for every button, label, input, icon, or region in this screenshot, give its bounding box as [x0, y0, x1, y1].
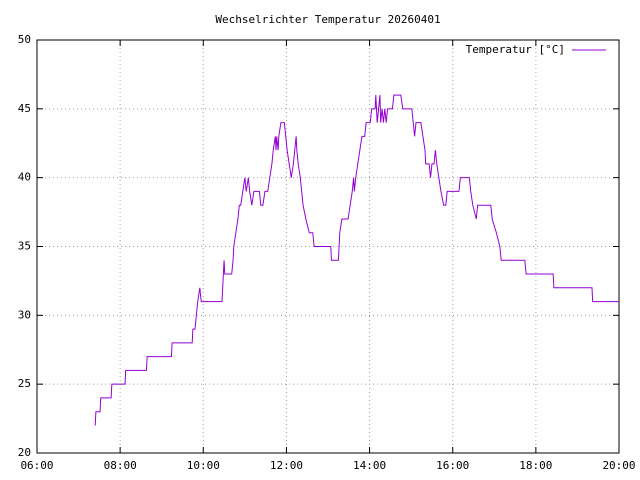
x-tick-label: 18:00 — [519, 459, 552, 472]
x-tick-label: 14:00 — [353, 459, 386, 472]
legend-label: Temperatur [°C] — [466, 43, 565, 56]
plot-frame — [36, 39, 620, 454]
y-tick-label: 20 — [18, 446, 31, 459]
x-tick-label: 20:00 — [602, 459, 635, 472]
y-tick-label: 40 — [18, 171, 31, 184]
y-tick-label: 30 — [18, 308, 31, 321]
chart-title: Wechselrichter Temperatur 20260401 — [215, 13, 440, 26]
y-tick-label: 45 — [18, 102, 31, 115]
data-line — [94, 94, 619, 426]
y-tick-label: 50 — [18, 33, 31, 46]
x-tick-label: 08:00 — [104, 459, 137, 472]
x-tick-label: 16:00 — [436, 459, 469, 472]
x-tick-label: 10:00 — [187, 459, 220, 472]
y-tick-label: 25 — [18, 377, 31, 390]
x-tick-label: 06:00 — [20, 459, 53, 472]
x-tick-label: 12:00 — [270, 459, 303, 472]
y-tick-label: 35 — [18, 240, 31, 253]
